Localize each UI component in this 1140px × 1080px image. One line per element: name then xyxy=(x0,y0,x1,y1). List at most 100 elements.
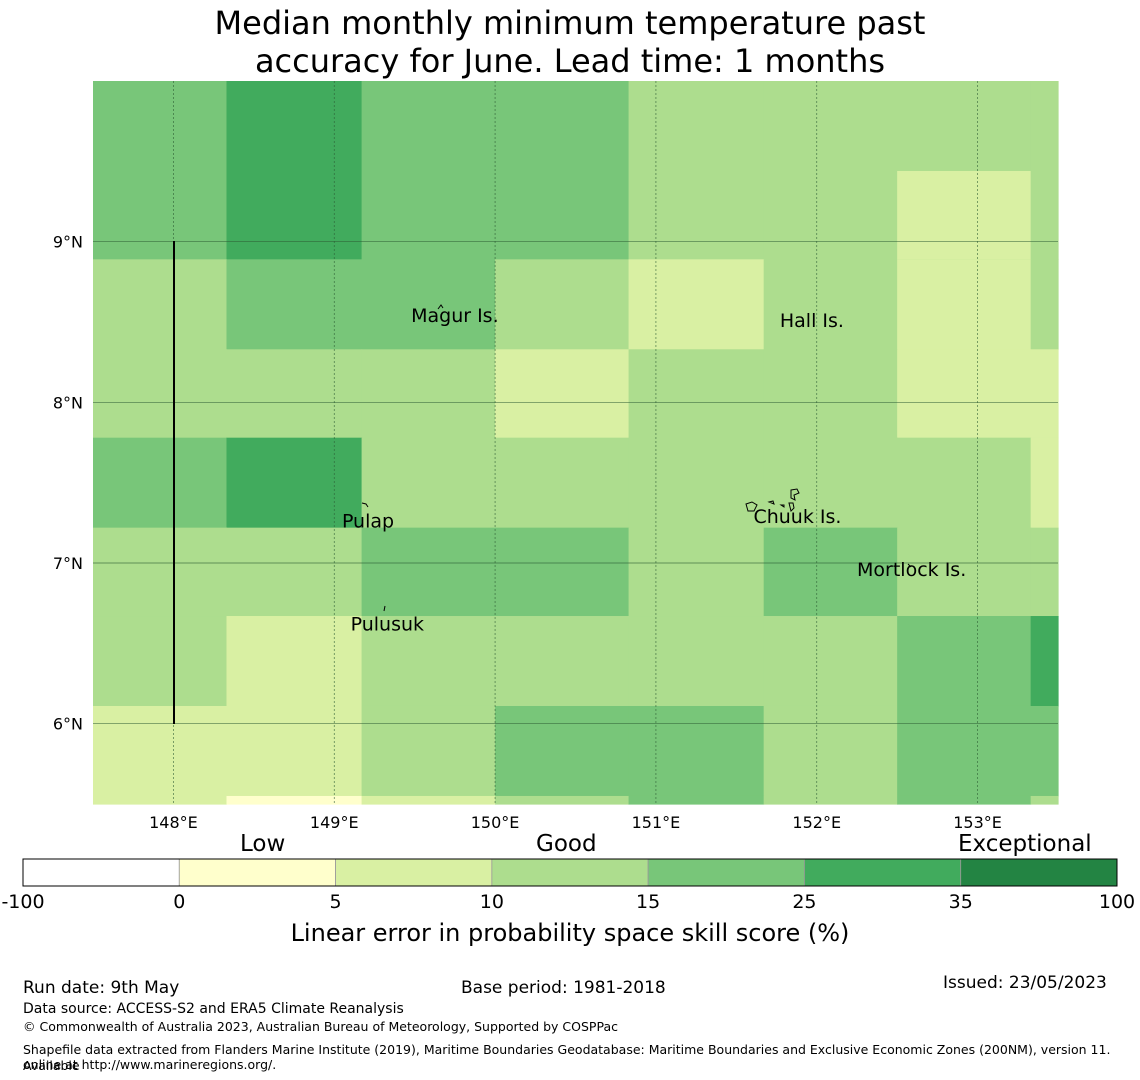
skill-cell xyxy=(93,705,228,797)
skill-cell xyxy=(897,705,1032,797)
colorbar-swatch xyxy=(178,858,336,887)
skill-cell xyxy=(495,616,630,707)
map-title: Median monthly minimum temperature past … xyxy=(0,4,1140,80)
skill-cell xyxy=(361,259,496,350)
skill-cell xyxy=(226,437,363,529)
pulap-island-shape xyxy=(361,502,369,508)
copyright: © Commonwealth of Australia 2023, Austra… xyxy=(23,1019,618,1034)
skill-cell xyxy=(628,616,765,707)
place-label: Hall Is. xyxy=(780,310,844,332)
low-label: Low xyxy=(240,831,286,857)
mortlock-island-shape xyxy=(907,563,912,568)
lat-tick-label: 7°N xyxy=(53,554,83,573)
skill-cell xyxy=(628,81,765,260)
place-label: Pulap xyxy=(342,511,394,533)
skill-cell xyxy=(495,437,630,529)
pulusuk-island-shape xyxy=(383,605,386,612)
skill-cell xyxy=(897,170,1031,260)
colorbar-swatch xyxy=(335,858,493,887)
skill-cell xyxy=(1030,616,1059,707)
skill-cell xyxy=(628,259,765,350)
colorbar-tick-label: 10 xyxy=(480,891,504,913)
skill-cell xyxy=(897,349,1032,439)
colorbar-title: Linear error in probability space skill … xyxy=(290,919,850,947)
run-date: Run date: 9th May xyxy=(23,978,180,998)
lon-tick-label: 150°E xyxy=(471,813,520,832)
lon-tick-label: 153°E xyxy=(953,813,1002,832)
colorbar-tick-label: 15 xyxy=(636,891,660,913)
skill-cell xyxy=(628,705,765,797)
skill-grid xyxy=(93,81,1059,805)
skill-cell xyxy=(897,437,1032,529)
shapefile-credit-1: Shapefile data extracted from Flanders M… xyxy=(23,1042,1111,1073)
skill-cell xyxy=(93,616,228,707)
skill-cell xyxy=(361,527,496,617)
place-label: Pulusuk xyxy=(351,613,424,635)
lon-tick-label: 148°E xyxy=(149,813,198,832)
chuuk-island-shape xyxy=(745,501,758,512)
place-label: Mortlock Is. xyxy=(857,559,966,581)
skill-cell xyxy=(495,527,630,617)
skill-cell xyxy=(763,81,898,260)
skill-cell xyxy=(495,259,630,350)
lat-tick-label: 8°N xyxy=(53,393,83,412)
skill-cell xyxy=(361,616,496,707)
skill-cell xyxy=(628,349,765,439)
lon-tick-label: 151°E xyxy=(632,813,681,832)
exceptional-label: Exceptional xyxy=(958,831,1092,857)
skill-cell xyxy=(226,81,363,260)
skill-cell xyxy=(495,795,630,805)
skill-cell xyxy=(226,705,363,797)
skill-cell xyxy=(495,349,630,439)
colorbar-swatch xyxy=(491,858,649,887)
place-label: Magur Is. xyxy=(411,305,499,327)
lon-tick-label: 149°E xyxy=(310,813,359,832)
colorbar-tick-label: 25 xyxy=(792,891,816,913)
skill-cell xyxy=(93,349,228,439)
colorbar-tick-label: -100 xyxy=(1,891,44,913)
skill-cell xyxy=(763,527,898,617)
skill-cell xyxy=(763,616,898,707)
skill-cell xyxy=(93,795,228,805)
place-labels: Magur Is. Hall Is. Pulap Chuuk Is. Mortlock … xyxy=(342,305,966,635)
chuuk-islets-shape xyxy=(767,500,795,512)
magur-island-shape xyxy=(437,304,444,310)
colorbar: -100 0 5 10 15 25 35 100 xyxy=(1,858,1135,913)
skill-cell xyxy=(226,527,363,617)
lat-tick-label: 6°N xyxy=(53,715,83,734)
skill-cell xyxy=(226,349,363,439)
axis-ticks: 148°E 149°E 150°E 151°E 152°E 153°E 9°N 8°N 7°N 6… xyxy=(53,233,1002,832)
skill-cell xyxy=(93,259,228,350)
skill-cell xyxy=(763,795,898,805)
skill-cell xyxy=(763,705,898,797)
skill-cell xyxy=(897,795,1032,805)
skill-cell xyxy=(1030,705,1059,797)
skill-cell xyxy=(226,795,363,805)
base-period: Base period: 1981-2018 xyxy=(461,978,666,998)
colorbar-tick-label: 0 xyxy=(173,891,185,913)
skill-cell xyxy=(763,259,898,350)
place-label: Chuuk Is. xyxy=(753,506,841,528)
shapefile-credit-2: online at http://www.marineregions.org/. xyxy=(23,1057,277,1072)
issued-date: Issued: 23/05/2023 xyxy=(943,973,1107,993)
title-line-1: Median monthly minimum temperature past xyxy=(214,4,926,42)
skill-cell xyxy=(361,349,496,439)
skill-cell xyxy=(1030,795,1059,805)
skill-cell xyxy=(93,81,228,260)
skill-cell xyxy=(226,259,363,350)
skill-cell xyxy=(93,527,228,617)
island-outlines xyxy=(361,304,912,612)
skill-cell xyxy=(361,437,496,529)
skill-cell xyxy=(763,437,898,529)
skill-cell xyxy=(1030,437,1059,529)
good-label: Good xyxy=(536,831,597,857)
skill-cell xyxy=(361,705,496,797)
skill-cell xyxy=(495,81,630,260)
skill-cell xyxy=(628,795,765,805)
colorbar-swatch xyxy=(960,858,1118,887)
colorbar-tick-label: 100 xyxy=(1099,891,1135,913)
skill-cell xyxy=(93,437,228,529)
skill-cell xyxy=(1030,81,1059,260)
colorbar-swatch xyxy=(647,858,805,887)
